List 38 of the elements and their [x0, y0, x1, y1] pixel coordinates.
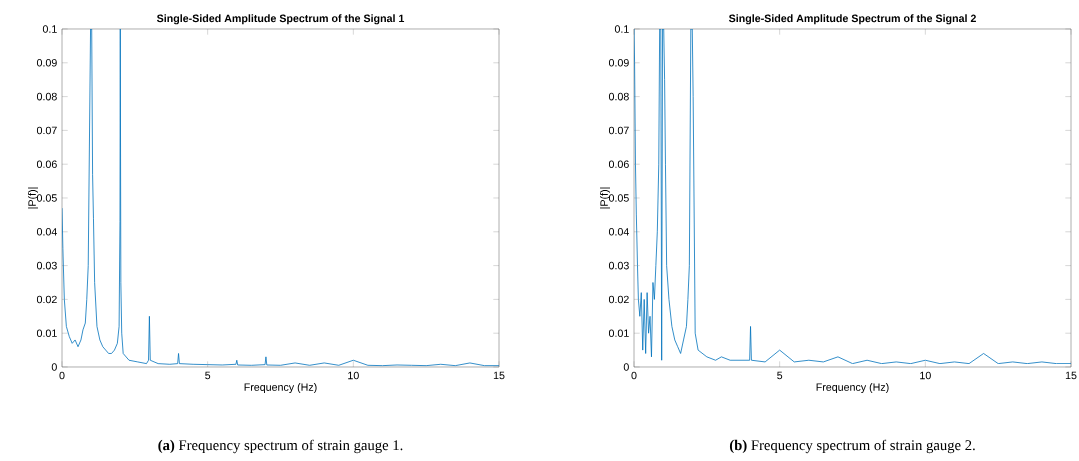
y-tick-label: 0.07: [608, 126, 629, 135]
y-tick-label: 0.05: [36, 194, 57, 202]
x-tick-label: 15: [493, 371, 505, 380]
x-tick-label: 5: [205, 371, 211, 380]
y-tick-label: 0.01: [608, 329, 629, 337]
y-axis-title: |P(f)|: [600, 187, 611, 209]
y-tick-label: 0.08: [36, 92, 57, 101]
y-tick-label: 0.04: [36, 228, 57, 236]
y-tick-label: 0.07: [36, 126, 57, 135]
y-tick-label: 0.03: [36, 261, 57, 270]
x-tick-label: 0: [59, 371, 65, 380]
y-tick-label: 0.01: [36, 329, 57, 337]
text: (a) Frequency spectrum of strain gauge 1.: [158, 439, 403, 454]
x-tick-label: 10: [348, 371, 359, 380]
y-tick-label: 0.06: [36, 160, 57, 168]
y-tick-label: 0.03: [608, 261, 629, 270]
x-tick-label: 5: [777, 371, 783, 380]
x-axis-title: Frequency (Hz): [244, 383, 317, 394]
y-tick-label: 0.09: [36, 59, 57, 67]
y-tick-label: 0.04: [608, 228, 629, 236]
y-tick-label: 0.02: [36, 295, 57, 304]
y-tick-label: 0.05: [608, 194, 629, 202]
text: (b) Frequency spectrum of strain gauge 2.: [729, 439, 975, 454]
x-tick-label: 10: [920, 371, 931, 380]
chart-title: Single-Sided Amplitude Spectrum of the Signal 1: [156, 14, 405, 25]
y-tick-label: 0.1: [42, 25, 57, 33]
y-tick-label: 0.08: [608, 92, 629, 101]
y-tick-label: 0.1: [614, 25, 629, 33]
y-tick-label: 0: [51, 363, 57, 371]
x-tick-label: 0: [631, 371, 637, 380]
y-tick-label: 0.06: [608, 160, 629, 168]
x-tick-label: 15: [1065, 371, 1077, 380]
x-axis-title: Frequency (Hz): [816, 383, 889, 394]
y-tick-label: 0.02: [608, 295, 629, 304]
chart-title: Single-Sided Amplitude Spectrum of the Signal 2: [728, 14, 976, 25]
y-tick-label: 0: [623, 363, 629, 371]
y-axis-title: |P(f)|: [28, 187, 39, 209]
y-tick-label: 0.09: [608, 59, 629, 67]
